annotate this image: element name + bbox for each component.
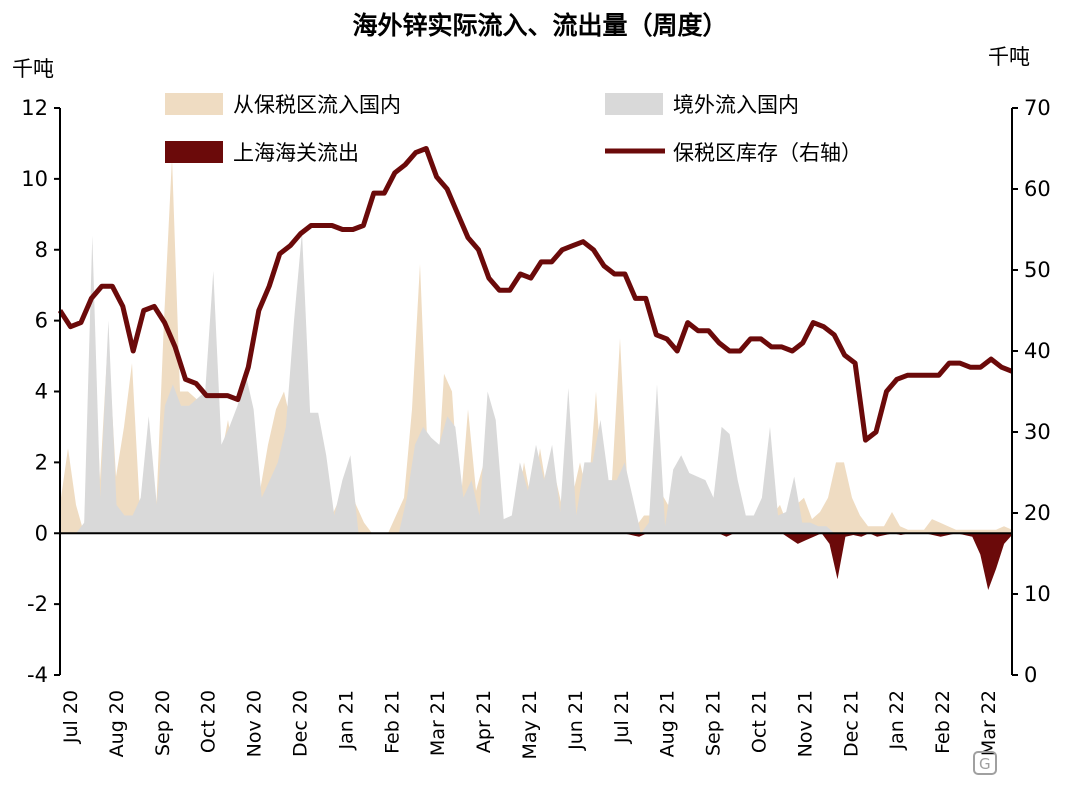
x-tick-label: Nov 20 — [244, 690, 266, 757]
x-tick-label: Oct 20 — [198, 690, 220, 753]
legend-item: 境外流入国内 — [605, 93, 799, 117]
right-tick-label: 70 — [1024, 96, 1051, 120]
x-tick-label: Mar 22 — [978, 690, 1000, 756]
x-tick-label: Sep 21 — [703, 690, 725, 756]
x-tick-label: Jul 21 — [611, 690, 633, 744]
x-tick-label: May 21 — [519, 690, 541, 760]
x-tick-label: Apr 21 — [473, 690, 495, 753]
right-tick-label: 0 — [1024, 663, 1037, 687]
right-tick-label: 40 — [1024, 339, 1051, 363]
series-area-1 — [60, 232, 1012, 534]
area-layer — [60, 157, 1012, 590]
x-tick-label: Jul 20 — [60, 690, 82, 744]
x-tick-label: Jan 22 — [886, 690, 908, 751]
legend-swatch — [165, 93, 223, 115]
x-tick-label: Dec 20 — [290, 690, 312, 757]
left-tick-label: 8 — [35, 238, 48, 262]
x-tick-label: Sep 20 — [152, 690, 174, 756]
legend-label: 上海海关流出 — [233, 141, 359, 165]
right-axis-unit: 千吨 — [988, 45, 1030, 69]
right-tick-label: 50 — [1024, 258, 1051, 282]
x-tick-label: Aug 20 — [106, 690, 128, 757]
series-line-0 — [57, 146, 1013, 443]
x-tick-label: Nov 21 — [794, 690, 816, 757]
left-tick-label: -4 — [27, 663, 48, 687]
legend-item: 保税区库存（右轴） — [605, 141, 862, 165]
x-tick-label: Dec 21 — [840, 690, 862, 757]
right-tick-label: 60 — [1024, 177, 1051, 201]
left-tick-label: 6 — [35, 309, 48, 333]
line-layer — [57, 146, 1013, 443]
legend-item: 上海海关流出 — [165, 141, 359, 165]
left-tick-label: 4 — [35, 380, 48, 404]
left-axis-unit: 千吨 — [12, 57, 54, 81]
right-tick-label: 10 — [1024, 582, 1051, 606]
x-tick-label: Mar 21 — [427, 690, 449, 756]
series-area-2 — [60, 533, 1012, 590]
watermark: G — [973, 751, 997, 775]
x-tick-label: Feb 22 — [932, 690, 954, 754]
left-tick-label: -2 — [27, 592, 48, 616]
legend-swatch — [605, 93, 663, 115]
legend-item: 从保税区流入国内 — [165, 93, 401, 117]
left-tick-label: 0 — [35, 521, 48, 545]
axes: -4 -2 0 2 4 6 8 10 12 0 10 20 30 40 50 60 70 Jul 20 Aug 20… — [21, 96, 1050, 760]
right-tick-label: 30 — [1024, 420, 1051, 444]
left-tick-label: 12 — [21, 96, 48, 120]
chart-title: 海外锌实际流入、流出量（周度） — [352, 11, 727, 40]
x-tick-label: Oct 21 — [749, 690, 771, 753]
legend-label: 境外流入国内 — [673, 93, 799, 117]
x-tick-label: Jun 21 — [565, 690, 587, 751]
left-tick-label: 2 — [35, 450, 48, 474]
right-tick-label: 20 — [1024, 501, 1051, 525]
x-tick-label: Feb 21 — [381, 690, 403, 754]
watermark-logo-icon — [973, 751, 997, 775]
legend-label: 保税区库存（右轴） — [673, 141, 862, 165]
x-tick-label: Aug 21 — [657, 690, 679, 757]
watermark-logo-glyph: G — [979, 755, 991, 773]
x-tick-label: Jan 21 — [335, 690, 357, 751]
legend-swatch — [165, 141, 223, 163]
legend-label: 从保税区流入国内 — [233, 93, 401, 117]
left-tick-label: 10 — [21, 167, 48, 191]
